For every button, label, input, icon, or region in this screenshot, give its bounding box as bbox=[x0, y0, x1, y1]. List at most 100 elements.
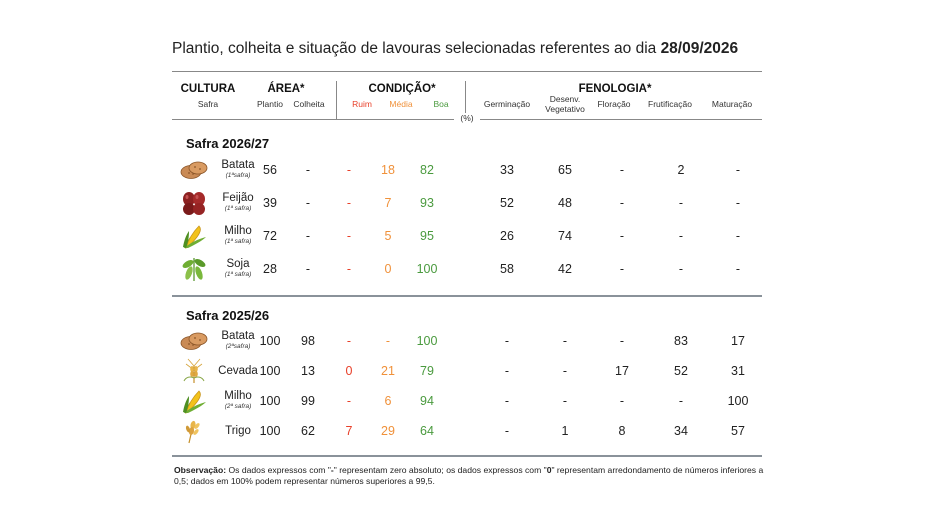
table-row: Milho (2ª safra) 100 99-6 94- - - -100 bbox=[172, 387, 762, 415]
crop-label: Batata (2ªsafra) bbox=[218, 327, 258, 351]
cell-desenv: 42 bbox=[558, 262, 572, 276]
cell-desenv: 65 bbox=[558, 163, 572, 177]
report-date: 28/09/2026 bbox=[660, 40, 739, 57]
cell-boa: 82 bbox=[420, 163, 434, 177]
cell-frut: 83 bbox=[674, 334, 688, 348]
crop-name: Milho bbox=[224, 225, 252, 237]
header-fenologia: FENOLOGIA* bbox=[578, 83, 652, 95]
table-row: Feijão (1ª safra) 39 - - 7 93 52 48 - - - bbox=[172, 189, 762, 217]
cell-media: - bbox=[385, 334, 391, 348]
cell-ruim: 7 bbox=[345, 424, 353, 438]
cell-colheita: - bbox=[305, 229, 311, 243]
cell-germ: 58 bbox=[500, 262, 514, 276]
barley-icon bbox=[180, 358, 208, 384]
cell-desenv: 74 bbox=[558, 229, 572, 243]
top-rule bbox=[172, 71, 762, 72]
header-ruim: Ruim bbox=[352, 99, 372, 109]
bean-icon bbox=[180, 190, 208, 216]
cell-colheita: 13 bbox=[301, 364, 315, 378]
header-germinacao: Germinação bbox=[483, 99, 531, 109]
cell-desenv: - bbox=[562, 364, 568, 378]
crop-name: Feijão bbox=[222, 192, 254, 204]
crop-label: Milho (2ª safra) bbox=[218, 387, 258, 411]
table-row: Cevada 100 13 0 21 79 - - 17 52 31 bbox=[172, 357, 762, 385]
cell-frut: - bbox=[678, 394, 684, 408]
header-floracao: Floração bbox=[597, 99, 631, 109]
header-divider-1 bbox=[336, 81, 337, 119]
corn-icon bbox=[180, 223, 208, 250]
crop-name: Batata bbox=[221, 330, 255, 342]
potato-icon bbox=[180, 328, 208, 354]
header-condicao: CONDIÇÃO* bbox=[368, 83, 436, 95]
cell-frut: 2 bbox=[677, 163, 685, 177]
cell-mat: - bbox=[735, 229, 741, 243]
header-rule-right bbox=[480, 119, 762, 120]
cell-media: 29 bbox=[381, 424, 395, 438]
cell-plantio: 56 bbox=[263, 163, 277, 177]
cell-mat: 31 bbox=[731, 364, 745, 378]
wheat-icon bbox=[180, 418, 208, 444]
cell-flor: - bbox=[619, 163, 625, 177]
crop-label: Cevada bbox=[218, 357, 258, 378]
cell-plantio: 100 bbox=[259, 334, 281, 348]
cell-frut: - bbox=[678, 229, 684, 243]
header-unit: (%) bbox=[454, 113, 480, 123]
cell-frut: - bbox=[678, 196, 684, 210]
header-plantio: Plantio bbox=[257, 99, 283, 109]
cell-desenv: 48 bbox=[558, 196, 572, 210]
cell-media: 21 bbox=[381, 364, 395, 378]
header-area: ÁREA* bbox=[267, 83, 305, 95]
crop-season: (2ª safra) bbox=[224, 403, 252, 410]
cell-boa: 100 bbox=[416, 334, 438, 348]
crop-season: (1ª safra) bbox=[224, 271, 252, 278]
cell-colheita: 62 bbox=[301, 424, 315, 438]
cell-colheita: - bbox=[305, 163, 311, 177]
cell-ruim: - bbox=[346, 163, 352, 177]
crop-season: (1ª safra) bbox=[224, 205, 252, 212]
table-row: Batata (1ªsafra) 56 - - 18 82 33 65 - 2 - bbox=[172, 156, 762, 184]
cell-media: 18 bbox=[381, 163, 395, 177]
cell-colheita: - bbox=[305, 262, 311, 276]
header-media: Média bbox=[389, 99, 413, 109]
crop-season: (2ªsafra) bbox=[225, 343, 251, 350]
cell-flor: - bbox=[619, 394, 625, 408]
cell-media: 7 bbox=[384, 196, 392, 210]
cell-ruim: - bbox=[346, 229, 352, 243]
crop-name: Soja bbox=[226, 258, 250, 270]
cell-mat: 100 bbox=[727, 394, 749, 408]
cell-flor: - bbox=[619, 196, 625, 210]
cell-ruim: - bbox=[346, 334, 352, 348]
section-title: Safra 2026/27 bbox=[186, 136, 270, 151]
crop-label: Soja (1ª safra) bbox=[218, 255, 258, 279]
header-cultura: CULTURA bbox=[180, 83, 236, 95]
header-rule-left bbox=[172, 119, 454, 120]
cell-mat: - bbox=[735, 196, 741, 210]
cell-germ: 52 bbox=[500, 196, 514, 210]
cell-boa: 100 bbox=[416, 262, 438, 276]
crop-name: Batata bbox=[221, 159, 255, 171]
cell-media: 5 bbox=[384, 229, 392, 243]
cell-plantio: 100 bbox=[259, 424, 281, 438]
table-row: Trigo 100 62 7 29 64 - 1 8 34 57 bbox=[172, 417, 762, 445]
cell-mat: - bbox=[735, 262, 741, 276]
cell-media: 6 bbox=[384, 394, 392, 408]
cell-ruim: 0 bbox=[345, 364, 353, 378]
cell-flor: - bbox=[619, 229, 625, 243]
table-row: Milho (1ª safra) 72 - - 5 95 26 74 - - - bbox=[172, 222, 762, 250]
header-frutificacao: Frutificação bbox=[648, 99, 692, 109]
cell-colheita: 99 bbox=[301, 394, 315, 408]
cell-flor: - bbox=[619, 334, 625, 348]
cell-plantio: 28 bbox=[263, 262, 277, 276]
bottom-rule bbox=[172, 455, 762, 457]
crop-label: Trigo bbox=[218, 417, 258, 438]
section-divider bbox=[172, 295, 762, 297]
cell-ruim: - bbox=[346, 262, 352, 276]
crop-label: Feijão (1ª safra) bbox=[218, 189, 258, 213]
cell-boa: 64 bbox=[420, 424, 434, 438]
cell-germ: 33 bbox=[500, 163, 514, 177]
crop-label: Milho (1ª safra) bbox=[218, 222, 258, 246]
cell-plantio: 100 bbox=[259, 364, 281, 378]
cell-germ: - bbox=[504, 364, 510, 378]
cell-ruim: - bbox=[346, 394, 352, 408]
table-row: Batata (2ªsafra) 100 98- -100- - -83 17 bbox=[172, 327, 762, 355]
